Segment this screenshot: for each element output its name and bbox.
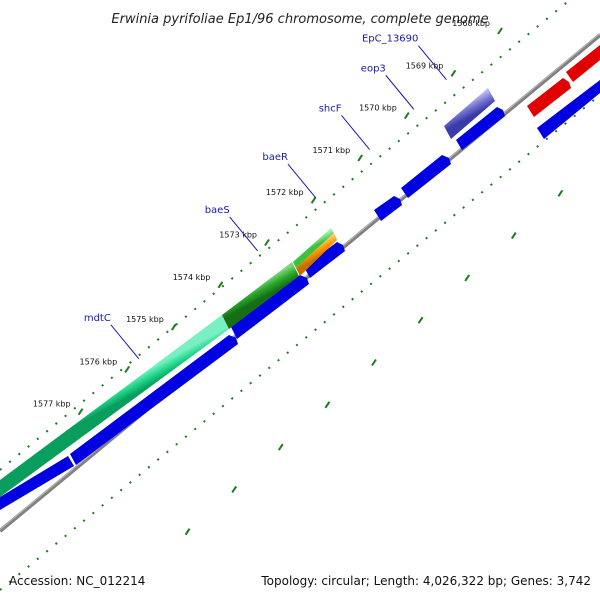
tick-mark: [403, 112, 410, 120]
tick-mark: [310, 196, 317, 204]
gene-label-line: [287, 163, 317, 199]
gene-right-reverse: [537, 80, 600, 139]
tick-label: 1575 kbp: [126, 315, 164, 324]
tick-mark-inner: [324, 401, 331, 409]
gene-label-line: [229, 216, 259, 252]
gene-labels: EpC_13690 eop3 shcF baeR baeS mdtC: [84, 34, 447, 360]
gene-eop3-reverse: [401, 155, 451, 198]
map-title: Erwinia pyrifoliae Ep1/96 chromosome, co…: [111, 12, 488, 27]
gene-baeR: [296, 233, 337, 276]
gene-baeR-reverse: [304, 242, 345, 278]
gene-label-line: [110, 324, 140, 360]
inner-guide-track: [0, 94, 600, 591]
tick-mark-inner: [371, 358, 377, 367]
gene-label: shcF: [319, 103, 342, 114]
gene-label-line: [341, 115, 370, 150]
gene-EpC_13690-reverse: [456, 107, 505, 150]
tick-mark-inner: [510, 232, 517, 240]
tick-mark-inner: [231, 485, 238, 493]
forward-strand-genes: [527, 45, 600, 117]
gene-label: EpC_13690: [362, 34, 418, 45]
gene-EpC_13690: [444, 88, 495, 139]
accession-text: Accession: NC_012214: [9, 574, 146, 588]
gene-label: baeR: [262, 152, 288, 163]
tick-marks: 1568 kbp 1569 kbp 1570 kbp 1571 kbp 1572 kbp…: [33, 19, 564, 536]
highlighted-genes: [0, 88, 495, 497]
gene-baeS-reverse: [231, 275, 309, 339]
gene-label: mdtC: [84, 313, 111, 324]
tick-mark: [264, 238, 270, 247]
tick-mark: [357, 154, 364, 162]
gene-label-line: [418, 45, 447, 80]
gene-baeR-upper: [293, 228, 334, 268]
tick-mark: [217, 281, 224, 289]
tick-mark-inner: [557, 189, 564, 197]
gene-label: eop3: [361, 63, 386, 74]
tick-mark: [450, 69, 457, 77]
tick-label: 1574 kbp: [173, 273, 211, 282]
gene-label-line: [385, 74, 415, 110]
tick-label: 1572 kbp: [266, 188, 304, 197]
tick-mark: [497, 27, 503, 35]
outer-guide-track: [0, 0, 572, 471]
tick-label: 1576 kbp: [79, 357, 117, 366]
tick-label: 1568 kbp: [452, 19, 490, 28]
gene-forward-1: [527, 78, 571, 117]
tick-mark: [77, 408, 84, 416]
gene-mdtC-reverse-2: [70, 335, 238, 465]
gene-mdtC-reverse: [0, 456, 74, 510]
tick-label: 1570 kbp: [359, 104, 397, 113]
genome-summary-text: Topology: circular; Length: 4,026,322 bp…: [261, 574, 591, 588]
reverse-strand-genes: [0, 80, 600, 510]
tick-mark: [170, 323, 177, 331]
tick-label: 1571 kbp: [312, 146, 350, 155]
tick-label: 1577 kbp: [33, 400, 71, 409]
gene-forward-2: [566, 45, 600, 82]
tick-mark-inner: [417, 316, 424, 324]
tick-mark-inner: [277, 443, 284, 451]
tick-label: 1573 kbp: [219, 231, 257, 240]
gene-shcF-reverse: [374, 196, 402, 221]
tick-mark-inner: [184, 528, 191, 536]
gene-baeS: [222, 262, 299, 329]
tick-mark: [124, 365, 131, 373]
gene-label: baeS: [205, 205, 230, 216]
tick-mark-inner: [464, 274, 471, 282]
tick-label: 1569 kbp: [406, 61, 444, 70]
gene-mdtC: [0, 315, 229, 497]
